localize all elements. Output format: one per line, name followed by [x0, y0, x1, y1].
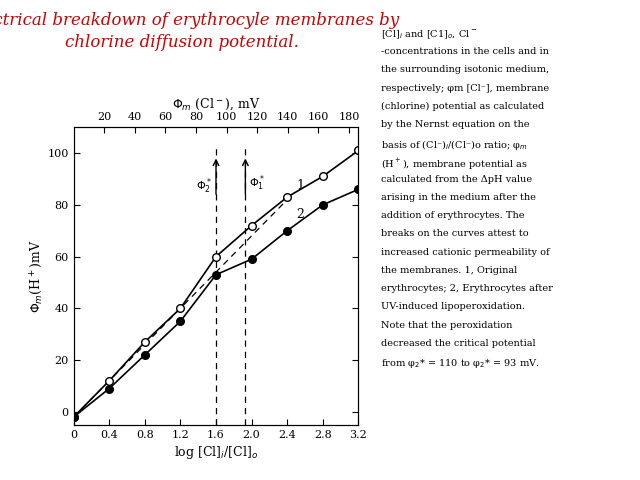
Text: the membranes. 1, Original: the membranes. 1, Original [381, 266, 517, 275]
Text: addition of erythrocytes. The: addition of erythrocytes. The [381, 211, 524, 220]
Text: arising in the medium after the: arising in the medium after the [381, 193, 536, 202]
Text: Electrical breakdown of erythrocyle membranes by: Electrical breakdown of erythrocyle memb… [0, 12, 399, 29]
Text: from φ$_2$* = 110 to φ$_2$* = 93 mV.: from φ$_2$* = 110 to φ$_2$* = 93 mV. [381, 357, 540, 370]
X-axis label: log [Cl]$_i$/[Cl]$_o$: log [Cl]$_i$/[Cl]$_o$ [174, 444, 258, 461]
Text: basis of (Cl⁻)$_i$/(Cl⁻)o ratio; φ$_m$: basis of (Cl⁻)$_i$/(Cl⁻)o ratio; φ$_m$ [381, 138, 528, 152]
X-axis label: $\Phi_m$ (Cl$^-$), mV: $\Phi_m$ (Cl$^-$), mV [172, 97, 260, 112]
Text: (H$^+$), membrane potential as: (H$^+$), membrane potential as [381, 156, 527, 171]
Text: calculated from the ΔpH value: calculated from the ΔpH value [381, 175, 532, 184]
Text: $\Phi^*_1$: $\Phi^*_1$ [249, 173, 265, 193]
Y-axis label: $\Phi_m$(H$^+$)mV: $\Phi_m$(H$^+$)mV [28, 239, 45, 313]
Text: (chlorine) potential as calculated: (chlorine) potential as calculated [381, 102, 544, 111]
Text: breaks on the curves attest to: breaks on the curves attest to [381, 229, 529, 239]
Text: decreased the critical potential: decreased the critical potential [381, 339, 536, 348]
Text: 1: 1 [296, 180, 304, 192]
Text: $\Phi^*_2$: $\Phi^*_2$ [196, 176, 212, 196]
Text: chlorine diffusion potential.: chlorine diffusion potential. [65, 34, 300, 50]
Text: increased cationic permeability of: increased cationic permeability of [381, 248, 549, 257]
Text: erythrocytes; 2, Erythrocytes after: erythrocytes; 2, Erythrocytes after [381, 284, 553, 293]
Text: -concentrations in the cells and in: -concentrations in the cells and in [381, 47, 548, 56]
Text: Note that the peroxidation: Note that the peroxidation [381, 321, 512, 330]
Text: respectively; φm [Cl⁻], membrane: respectively; φm [Cl⁻], membrane [381, 84, 549, 93]
Text: [Cl]$_i$ and [C1]$_o$, Cl$^-$: [Cl]$_i$ and [C1]$_o$, Cl$^-$ [381, 29, 477, 41]
Text: by the Nernst equation on the: by the Nernst equation on the [381, 120, 529, 129]
Text: UV-induced lipoperoxidation.: UV-induced lipoperoxidation. [381, 302, 525, 312]
Text: 2: 2 [296, 208, 304, 221]
Text: the surrounding isotonic medium,: the surrounding isotonic medium, [381, 65, 549, 74]
